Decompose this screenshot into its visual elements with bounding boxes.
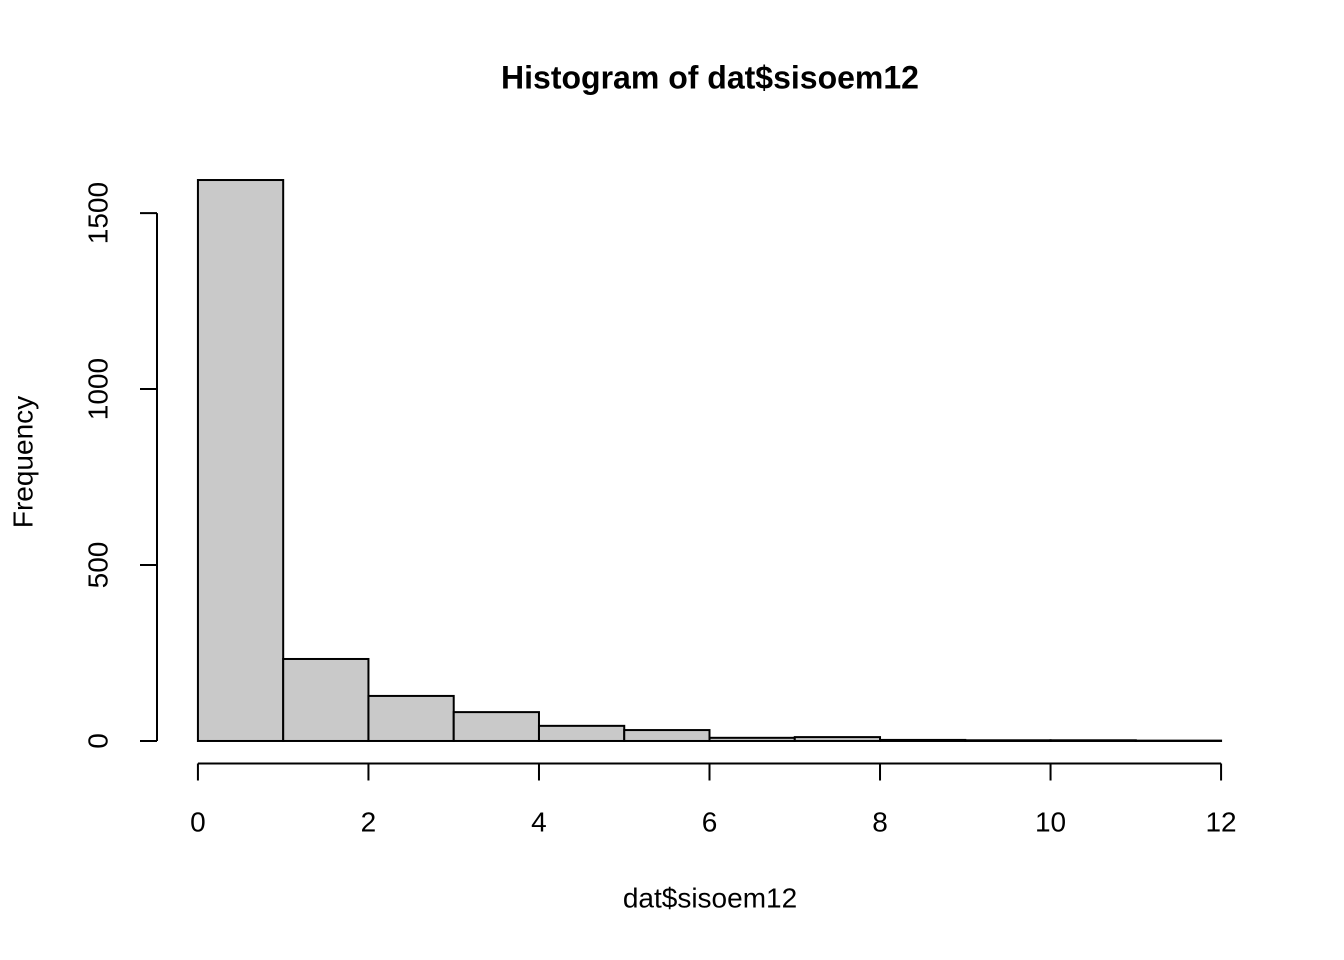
y-axis-label: Frequency	[7, 396, 38, 528]
chart-title: Histogram of dat$sisoem12	[501, 59, 919, 95]
x-tick-label: 12	[1205, 806, 1236, 837]
x-tick-label: 10	[1035, 806, 1066, 837]
bar	[879, 738, 967, 742]
y-tick-label: 1500	[82, 182, 113, 244]
x-axis-label: dat$sisoem12	[623, 882, 797, 913]
bar	[452, 711, 540, 742]
bar	[964, 739, 1052, 742]
bar	[1049, 739, 1137, 742]
bar	[708, 736, 796, 742]
y-tick-label: 0	[82, 733, 113, 749]
y-tick-label: 500	[82, 542, 113, 589]
x-tick-label: 6	[702, 806, 718, 837]
y-tick-label: 1000	[82, 358, 113, 420]
bar	[196, 179, 285, 742]
x-tick-label: 0	[190, 806, 206, 837]
x-tick-label: 4	[531, 806, 547, 837]
x-tick-label: 8	[872, 806, 888, 837]
bar	[367, 694, 455, 742]
bar	[282, 657, 370, 742]
bar	[793, 736, 882, 742]
bar	[537, 724, 626, 742]
bar	[623, 729, 711, 742]
x-tick-label: 2	[361, 806, 377, 837]
